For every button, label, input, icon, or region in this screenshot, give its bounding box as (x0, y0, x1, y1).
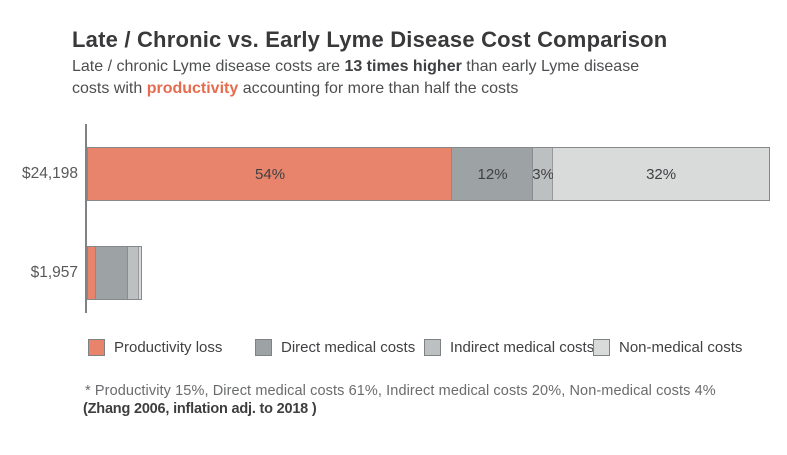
subtitle-bold-13-times: 13 times higher (344, 58, 462, 75)
page-title: Late / Chronic vs. Early Lyme Disease Co… (72, 27, 668, 52)
segment-percentage-label: 3% (532, 165, 554, 183)
bar-segment-productivity-loss: 54% (88, 148, 453, 200)
legend-item-productivity-loss: Productivity loss (88, 339, 222, 356)
bar-segment-direct-medical-costs: 12% (452, 148, 533, 200)
stacked-bar-early (87, 246, 142, 300)
bar-segment-non-medical-costs (138, 247, 141, 299)
legend-item-non-medical-costs: Non-medical costs (593, 339, 742, 356)
legend-label: Direct medical costs (281, 339, 416, 356)
bar-segment-direct-medical-costs (95, 247, 129, 299)
bar-segment-non-medical-costs: 32% (553, 148, 769, 200)
footnote-source: (Zhang 2006, inflation adj. to 2018 ) (83, 401, 317, 417)
legend-swatch-non-medical-costs (593, 339, 610, 356)
legend-label: Non-medical costs (619, 339, 743, 356)
y-axis-label-late-chronic-cost: $24,198 (21, 165, 78, 182)
stacked-bar-late-chronic: 54% 12% 3% 32% (87, 147, 770, 201)
legend-item-direct-medical-costs: Direct medical costs (255, 339, 415, 356)
segment-percentage-label: 54% (255, 165, 286, 183)
subtitle-accent-productivity: productivity (146, 80, 239, 97)
subtitle-text-3: costs with (72, 80, 147, 97)
legend-item-indirect-medical-costs: Indirect medical costs (424, 339, 594, 356)
bar-segment-indirect-medical-costs (128, 247, 139, 299)
subtitle-text-4: accounting for more than half the costs (238, 80, 519, 97)
segment-percentage-label: 32% (646, 165, 677, 183)
legend-swatch-indirect-medical-costs (424, 339, 441, 356)
subtitle-text-2: than early Lyme disease (461, 58, 640, 75)
chart-subtitle: Late / chronic Lyme disease costs are 13… (72, 56, 639, 100)
bar-segment-productivity-loss (88, 247, 96, 299)
footnote-breakdown: * Productivity 15%, Direct medical costs… (85, 383, 716, 399)
y-axis-line (85, 124, 87, 313)
bar-segment-indirect-medical-costs: 3% (532, 148, 554, 200)
y-axis-label-early-cost: $1,957 (30, 264, 78, 281)
legend-swatch-productivity-loss (88, 339, 105, 356)
legend-label: Indirect medical costs (450, 339, 595, 356)
legend-swatch-direct-medical-costs (255, 339, 272, 356)
legend-label: Productivity loss (114, 339, 223, 356)
segment-percentage-label: 12% (477, 165, 508, 183)
subtitle-text-1: Late / chronic Lyme disease costs are (72, 58, 345, 75)
